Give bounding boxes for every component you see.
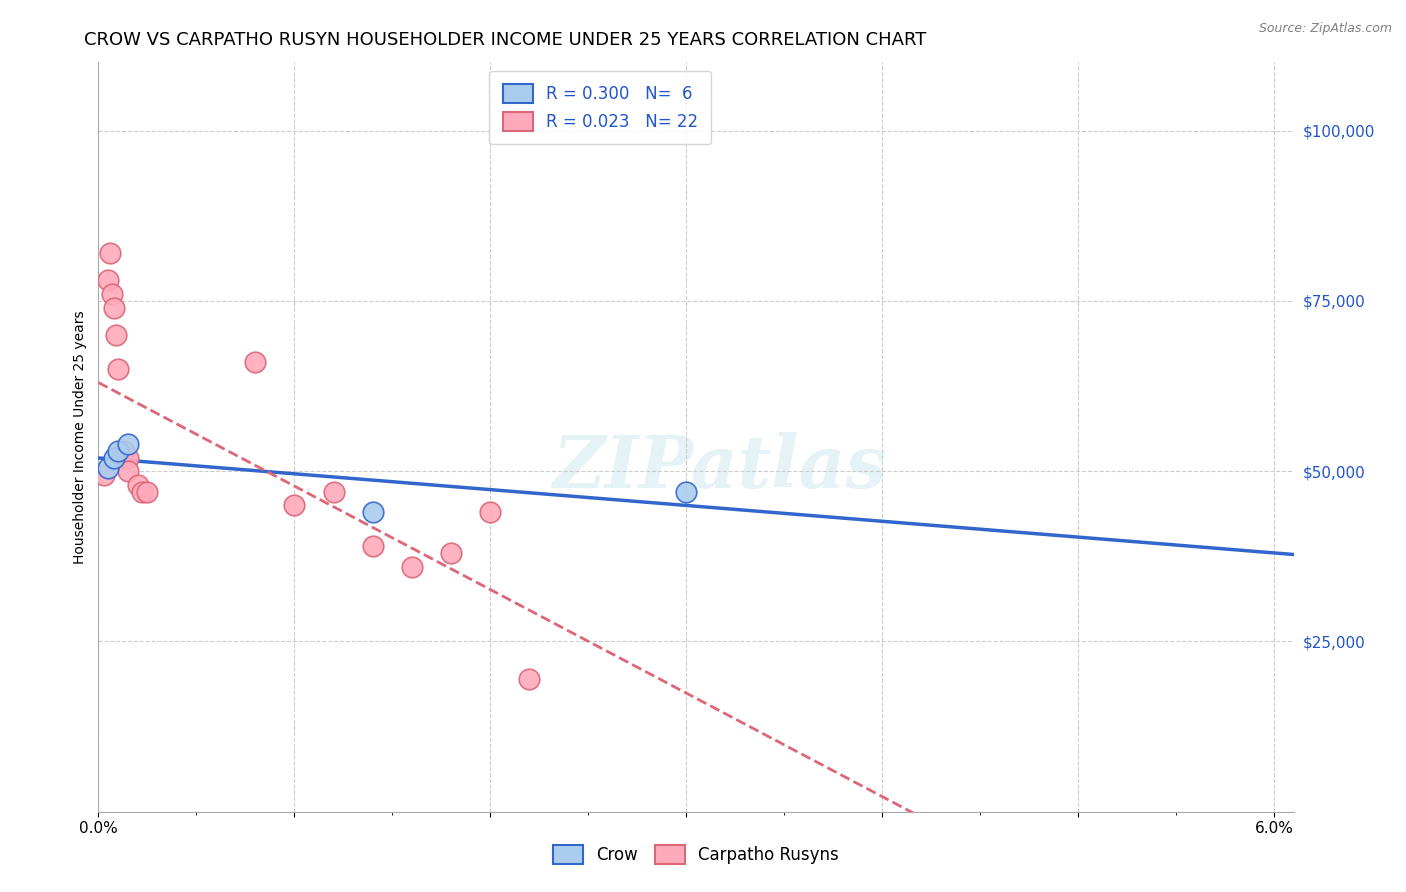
Point <box>93 467 115 482</box>
Point <box>97 460 120 475</box>
Point <box>361 505 384 519</box>
Point <box>117 450 139 465</box>
Point <box>103 450 125 465</box>
Point <box>322 484 344 499</box>
Point <box>675 484 697 499</box>
Point <box>117 464 139 478</box>
Point <box>101 287 124 301</box>
Point <box>131 484 153 499</box>
Point <box>127 477 149 491</box>
Point <box>243 355 266 369</box>
Y-axis label: Householder Income Under 25 years: Householder Income Under 25 years <box>73 310 87 564</box>
Point <box>107 362 129 376</box>
Point <box>97 273 120 287</box>
Point <box>401 559 423 574</box>
Point <box>111 450 134 465</box>
Point <box>361 539 384 553</box>
Point <box>105 327 128 342</box>
Point <box>479 505 502 519</box>
Point <box>136 484 159 499</box>
Point <box>107 443 129 458</box>
Text: Source: ZipAtlas.com: Source: ZipAtlas.com <box>1258 22 1392 36</box>
Point <box>283 498 305 512</box>
Text: ZIPatlas: ZIPatlas <box>553 432 887 502</box>
Legend: Crow, Carpatho Rusyns: Crow, Carpatho Rusyns <box>547 838 845 871</box>
Text: CROW VS CARPATHO RUSYN HOUSEHOLDER INCOME UNDER 25 YEARS CORRELATION CHART: CROW VS CARPATHO RUSYN HOUSEHOLDER INCOM… <box>84 31 927 49</box>
Point <box>117 437 139 451</box>
Point <box>112 443 135 458</box>
Point <box>440 546 463 560</box>
Point <box>519 672 541 686</box>
Point <box>103 301 125 315</box>
Point <box>98 246 121 260</box>
